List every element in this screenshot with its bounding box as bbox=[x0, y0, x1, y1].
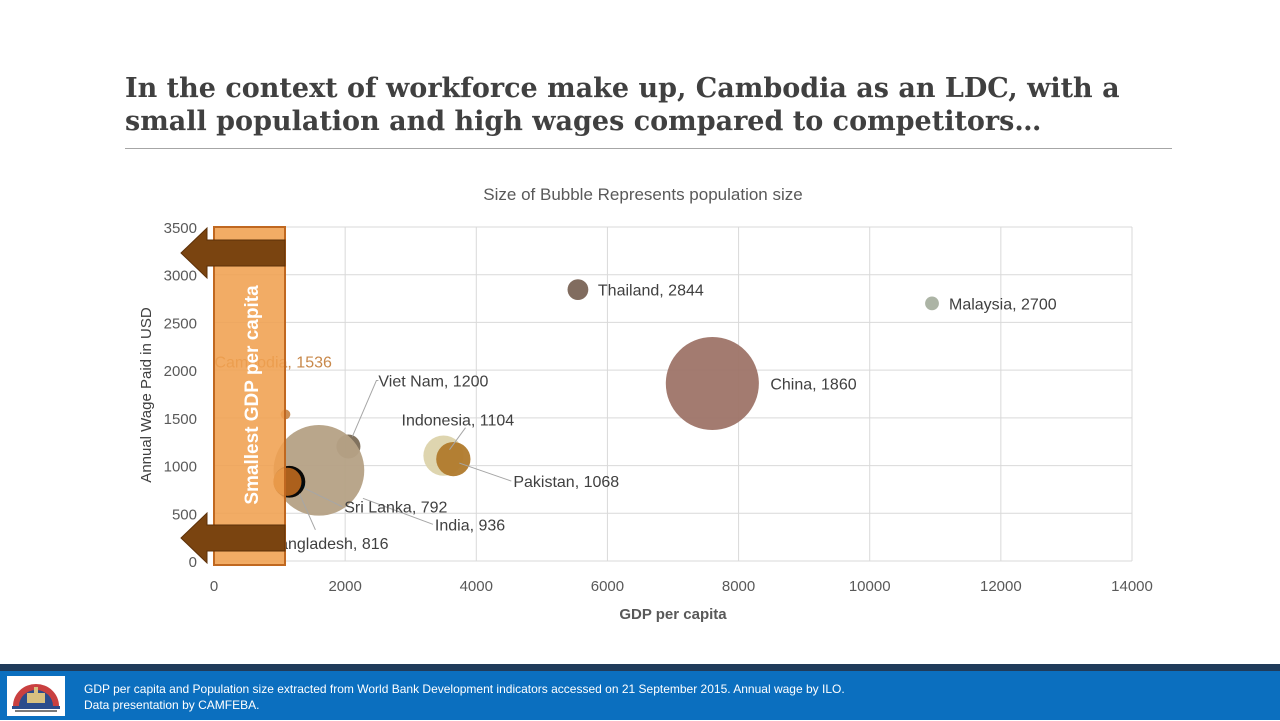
x-tick-label: 12000 bbox=[980, 578, 1022, 595]
x-tick-label: 4000 bbox=[460, 578, 493, 595]
callout-text: Smallest GDP per capita bbox=[242, 285, 263, 505]
y-tick-label: 500 bbox=[172, 506, 197, 523]
y-tick-label: 0 bbox=[189, 554, 197, 571]
data-label: Indonesia, 1104 bbox=[402, 413, 515, 430]
leader-line bbox=[449, 427, 466, 450]
x-tick-label: 8000 bbox=[722, 578, 755, 595]
y-tick-label: 3500 bbox=[164, 220, 197, 237]
leader-line bbox=[459, 462, 512, 482]
camfeba-logo bbox=[7, 676, 65, 716]
data-label: Thailand, 2844 bbox=[598, 283, 704, 300]
axis-ticks: 0 2000 4000 6000 8000 10000 12000 14000 0 500 1000… bbox=[164, 220, 1153, 595]
bubble bbox=[567, 279, 589, 300]
data-label: Viet Nam, 1200 bbox=[378, 373, 488, 390]
footer: GDP per capita and Population size extra… bbox=[0, 671, 1280, 720]
bubble bbox=[925, 296, 939, 311]
left-arrow-top-icon bbox=[180, 226, 286, 280]
callout: Smallest GDP per capita bbox=[180, 226, 286, 566]
x-tick-label: 14000 bbox=[1111, 578, 1153, 595]
bubbles bbox=[273, 279, 939, 516]
x-tick-label: 6000 bbox=[591, 578, 624, 595]
bubble bbox=[436, 441, 471, 477]
y-tick-label: 1000 bbox=[164, 459, 197, 476]
chart-title: Size of Bubble Represents population siz… bbox=[483, 185, 802, 204]
x-tick-label: 10000 bbox=[849, 578, 891, 595]
title-divider bbox=[125, 148, 1172, 149]
leader-lines bbox=[298, 379, 512, 530]
x-tick-label: 0 bbox=[210, 578, 218, 595]
footer-line-2: Data presentation by CAMFEBA. bbox=[84, 698, 260, 712]
data-label: Bangladesh, 816 bbox=[268, 536, 388, 553]
x-axis-label: GDP per capita bbox=[619, 606, 727, 623]
data-label: Sri Lanka, 792 bbox=[344, 500, 447, 517]
leader-line bbox=[362, 497, 434, 525]
footer-accent-bar bbox=[0, 664, 1280, 671]
y-axis-label: Annual Wage Paid in USD bbox=[138, 307, 155, 483]
data-label: India, 936 bbox=[435, 517, 505, 534]
footer-source-note: GDP per capita and Population size extra… bbox=[84, 681, 845, 713]
footer-line-1: GDP per capita and Population size extra… bbox=[84, 682, 845, 696]
data-label: Pakistan, 1068 bbox=[513, 474, 619, 491]
x-tick-label: 2000 bbox=[328, 578, 361, 595]
leader-line bbox=[305, 488, 343, 508]
leader-line bbox=[298, 493, 316, 530]
y-tick-label: 2500 bbox=[164, 315, 197, 332]
logo-emblem-icon bbox=[12, 684, 60, 712]
y-tick-label: 2000 bbox=[164, 363, 197, 380]
data-label: Malaysia, 2700 bbox=[949, 296, 1057, 313]
slide-title: In the context of workforce make up, Cam… bbox=[125, 72, 1175, 138]
title-line-1: In the context of workforce make up, Cam… bbox=[125, 73, 1120, 104]
y-tick-label: 1500 bbox=[164, 411, 197, 428]
callout-box bbox=[213, 226, 286, 566]
data-label: China, 1860 bbox=[770, 377, 856, 394]
title-line-2: small population and high wages compared… bbox=[125, 106, 1042, 137]
chart-grid bbox=[213, 226, 1133, 562]
bubble-chart: Size of Bubble Represents population siz… bbox=[138, 185, 1153, 623]
y-tick-label: 3000 bbox=[164, 268, 197, 285]
bubble bbox=[665, 336, 759, 431]
leader-line bbox=[351, 379, 379, 437]
left-arrow-bottom-icon bbox=[180, 511, 286, 565]
